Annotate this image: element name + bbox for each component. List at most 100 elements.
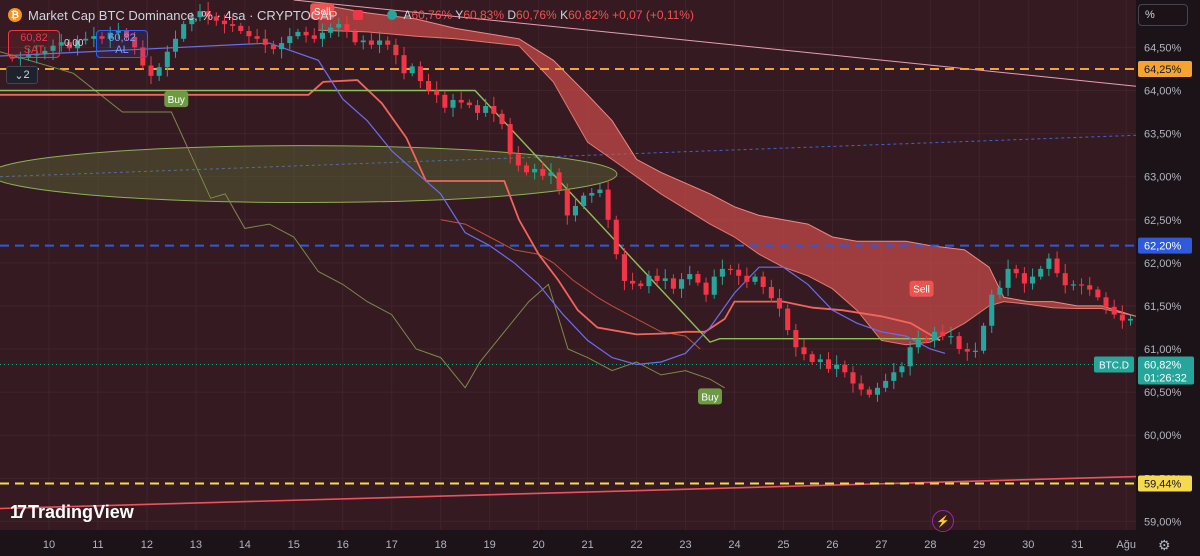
candle-body	[891, 372, 897, 381]
buy-button[interactable]: 60,82 AL	[96, 30, 148, 58]
candle-body	[287, 36, 293, 44]
gear-icon[interactable]: ⚙	[1158, 537, 1171, 553]
price-axis-bg	[1136, 0, 1200, 556]
candle-body	[377, 40, 383, 45]
candle-body	[695, 274, 701, 283]
candle-body	[834, 364, 840, 369]
flag-icon[interactable]	[353, 10, 364, 20]
price-tick-label: 61,00%	[1144, 344, 1182, 356]
candle-body	[842, 364, 848, 373]
kumo-top-line	[318, 3, 1137, 317]
candle-body	[768, 286, 774, 299]
chart-header: ₿ Market Cap BTC Dominance, % · 4sa · CR…	[0, 0, 694, 30]
ohlc-values: A60,76% Y60,83% D60,76% K60,82% +0,07 (+…	[403, 8, 694, 22]
candle-body	[1021, 273, 1027, 284]
candle-body	[1062, 273, 1068, 286]
time-tick-label: 25	[777, 539, 789, 551]
candle-body	[515, 154, 521, 166]
candle-body	[997, 287, 1003, 295]
sell-signal-label: Sell	[913, 285, 930, 296]
time-axis-bg	[0, 530, 1200, 556]
candle-body	[817, 359, 823, 362]
candle-body	[238, 25, 244, 32]
candle-body	[140, 47, 146, 66]
candle-body	[736, 269, 742, 276]
symbol-tag	[1094, 356, 1134, 373]
candle-body	[409, 66, 415, 74]
spread-value: 0,00	[64, 38, 84, 49]
candle-body	[1054, 258, 1060, 274]
time-tick-label: 18	[435, 539, 447, 551]
candle-body	[172, 38, 179, 52]
low-value: 60,76%	[516, 8, 557, 22]
chevron-down-icon: ⌄	[14, 69, 24, 82]
close-label: K	[560, 8, 569, 22]
lagging-span-line	[0, 51, 725, 389]
time-tick-label: 30	[1022, 539, 1034, 551]
time-tick-label: 31	[1071, 539, 1083, 551]
candle-body	[1013, 268, 1019, 274]
candle-body	[523, 165, 530, 173]
candle-body	[181, 24, 187, 39]
candle-body	[883, 380, 889, 388]
candle-body	[564, 189, 570, 216]
candle-body	[352, 31, 358, 43]
candle-body	[393, 44, 399, 56]
buy-signal-box	[698, 388, 722, 405]
candle-body	[303, 31, 309, 36]
candle-body	[499, 113, 505, 125]
candle-body	[915, 338, 921, 348]
candle-body	[458, 99, 464, 103]
price-tick-label: 62,50%	[1144, 215, 1182, 227]
candle-body	[760, 276, 766, 287]
trend-lines	[0, 0, 1137, 510]
buy-price: 60,82	[108, 32, 136, 44]
symbol-title[interactable]: Market Cap BTC Dominance, % · 4sa · CRYP…	[28, 7, 338, 23]
time-tick-label: Ağu	[1116, 539, 1136, 551]
candle-body	[1087, 285, 1093, 290]
candle-body	[262, 38, 268, 45]
kumo-cloud-fill	[318, 4, 1136, 345]
sell-button[interactable]: 60,82 SAT	[8, 30, 60, 58]
logo-text: TradingView	[28, 502, 134, 522]
lightning-icon[interactable]: ⚡	[932, 510, 954, 532]
candle-body	[50, 45, 56, 51]
time-tick-label: 24	[728, 539, 740, 551]
price-level-tag	[1138, 60, 1192, 77]
candle-body	[850, 372, 856, 384]
candle-body	[809, 354, 815, 362]
candle-body	[940, 331, 946, 337]
time-axis: 10 11 12 13 14 15 16 17 18 19 20 21 22 23 24 25 26 27 28 29…	[0, 530, 1200, 556]
candle-body	[164, 51, 170, 68]
tradingview-logo[interactable]: 17 TradingView	[10, 502, 134, 523]
candle-body	[719, 268, 725, 277]
time-tick-label: 13	[190, 539, 202, 551]
candle-body	[319, 32, 325, 39]
collapse-indicators-button[interactable]: ⌄ 2	[6, 66, 38, 84]
time-tick-label: 27	[875, 539, 887, 551]
candle-body	[466, 102, 472, 106]
candle-body	[368, 40, 374, 45]
price-axis: 64,50% 64,00% 63,50% 63,00% 62,50% 62,00% 61,5…	[1094, 0, 1200, 556]
candle-body	[189, 17, 195, 25]
unit-select[interactable]: %	[1138, 4, 1188, 26]
candle-body	[1038, 268, 1044, 277]
price-level-tag	[1138, 475, 1192, 492]
symbol-label: BTC.D	[1099, 361, 1129, 372]
candle-body	[638, 283, 644, 287]
candle-body	[1095, 289, 1101, 298]
candle-body	[426, 81, 432, 91]
time-tick-label: 17	[386, 539, 398, 551]
candle-body	[972, 350, 978, 352]
candle-body	[205, 11, 211, 17]
candle-body	[703, 282, 709, 295]
candle-body	[507, 124, 513, 155]
candle-body	[793, 330, 799, 348]
time-tick-label: 19	[484, 539, 496, 551]
candle-body	[613, 219, 619, 255]
candle-body	[711, 276, 717, 295]
sell-price: 60,82	[20, 32, 48, 44]
last-price-label: 60,82%	[1144, 360, 1182, 372]
candle-body	[932, 331, 938, 341]
